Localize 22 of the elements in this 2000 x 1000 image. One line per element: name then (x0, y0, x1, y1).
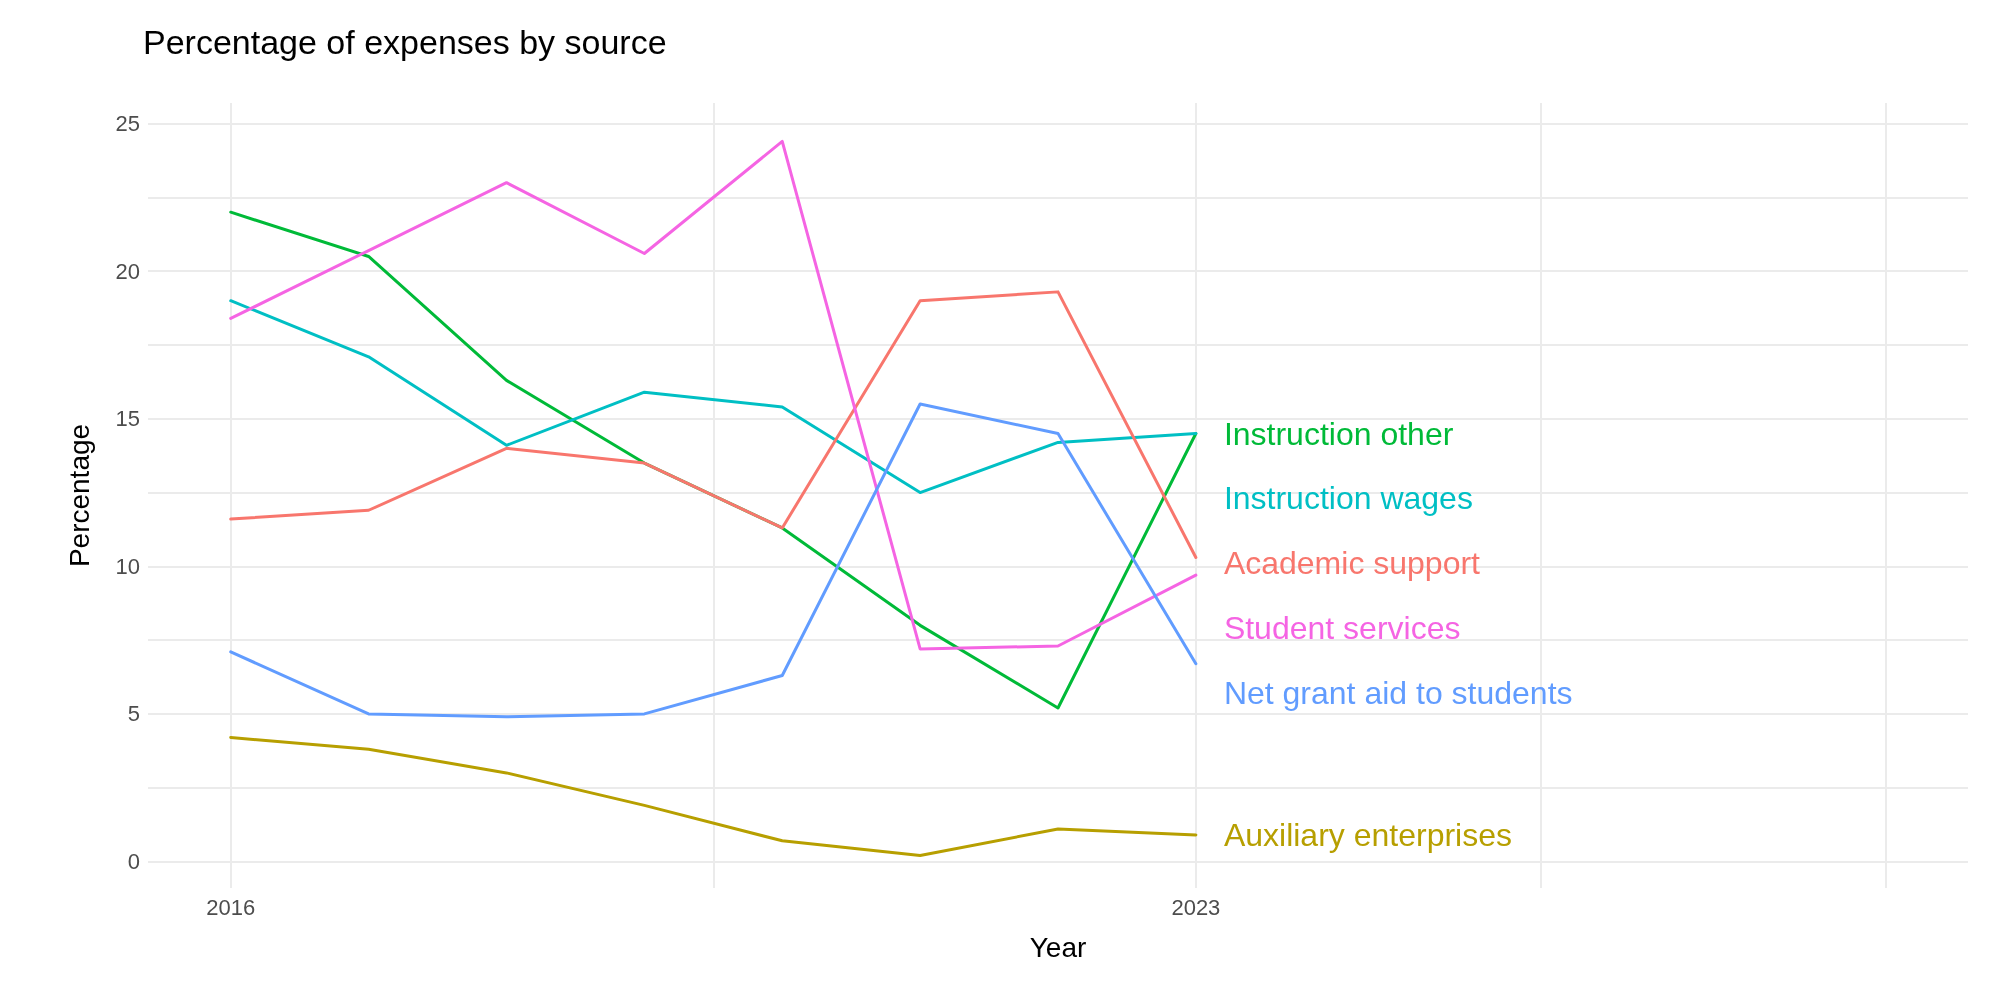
series-label: Auxiliary enterprises (1223, 816, 1512, 853)
x-axis-title: Year (1029, 931, 1087, 963)
y-tick-label: 25 (115, 111, 140, 137)
line-series (229, 139, 1198, 651)
series-label: Instruction other (1223, 415, 1454, 452)
line-series (229, 735, 1198, 858)
series-label: Net grant aid to students (1223, 675, 1573, 712)
line-series (229, 290, 1198, 559)
y-tick-label: 20 (115, 258, 140, 284)
x-tick-label: 2023 (1171, 894, 1221, 920)
y-tick-label: 10 (115, 553, 140, 579)
y-tick-label: 15 (115, 406, 140, 432)
series-label: Student services (1223, 610, 1461, 647)
line-series (229, 402, 1198, 719)
line-series (229, 299, 1198, 495)
series-label: Academic support (1223, 545, 1481, 582)
y-tick-label: 5 (127, 701, 140, 727)
y-axis-title: Percentage (63, 423, 95, 568)
chart-title: Percentage of expenses by source (143, 23, 667, 61)
y-tick-label: 0 (127, 848, 140, 874)
x-tick-label: 2016 (206, 894, 256, 920)
series-label: Instruction wages (1223, 480, 1473, 517)
